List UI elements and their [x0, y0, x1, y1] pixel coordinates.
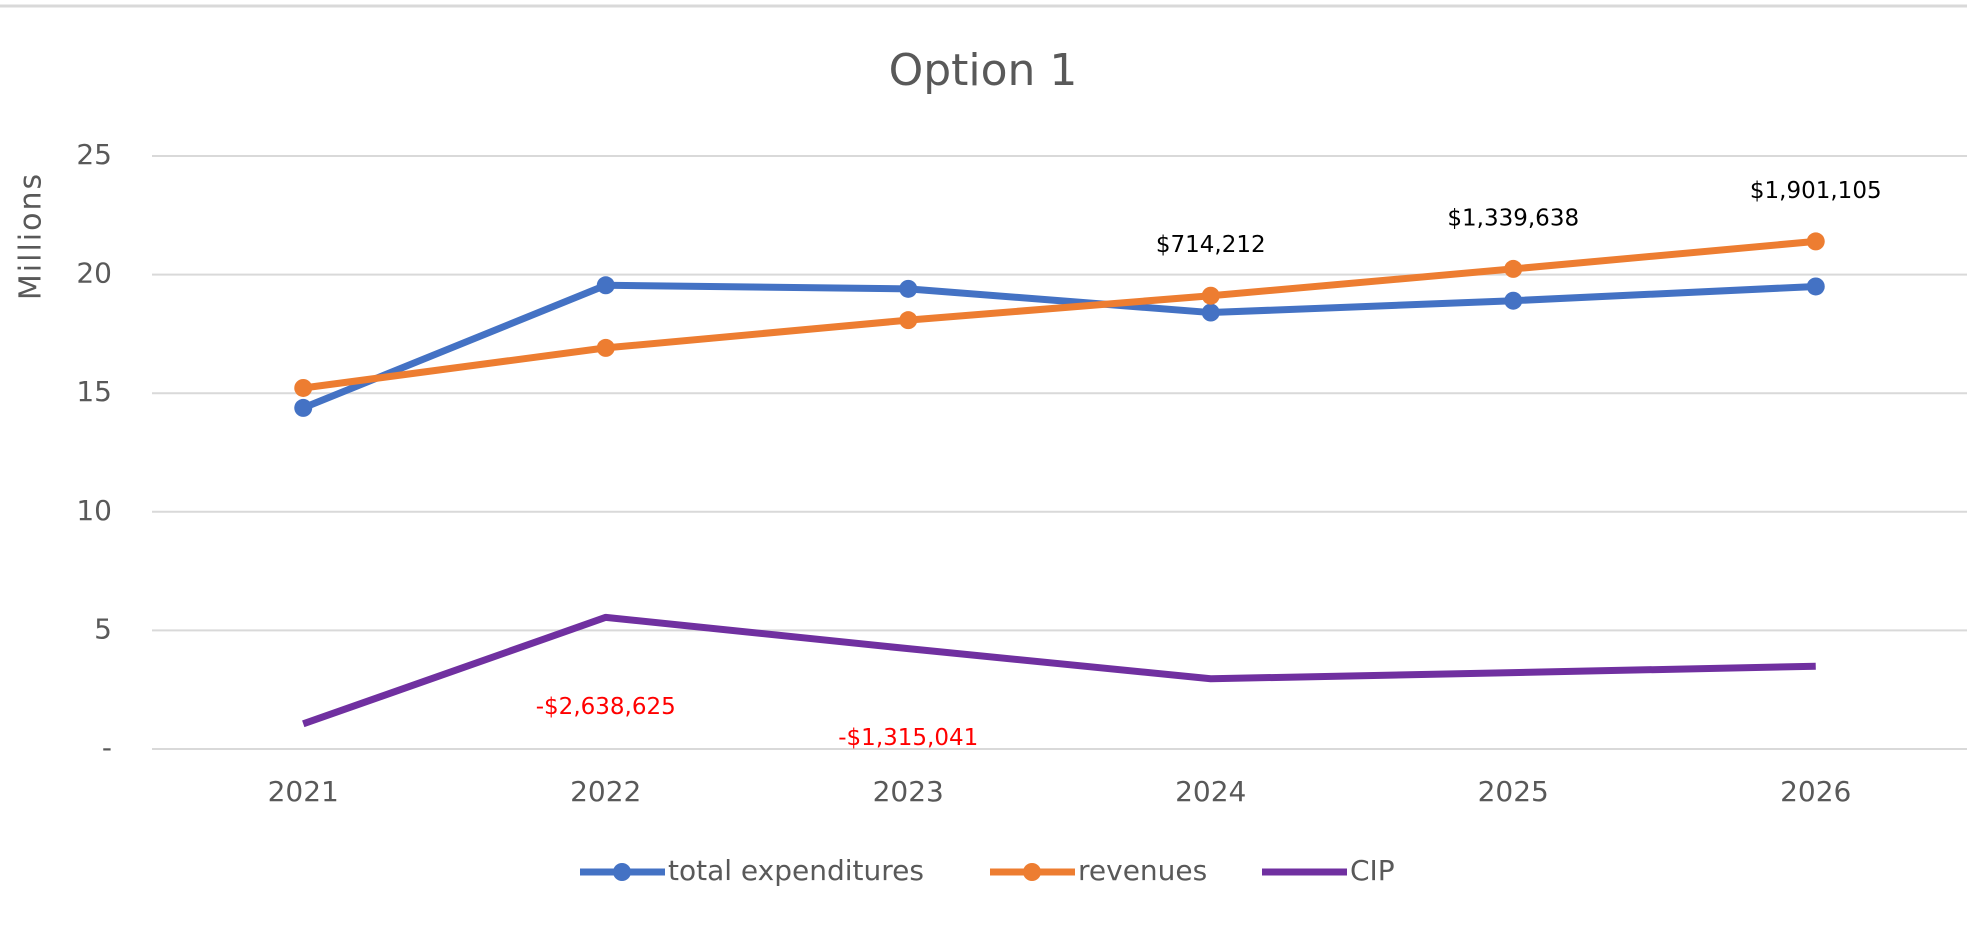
series-line — [301, 281, 1816, 412]
series-marker — [1806, 232, 1825, 251]
series-marker — [1201, 286, 1220, 305]
data-label: $1,339,638 — [1447, 205, 1579, 231]
legend-label: CIP — [1350, 854, 1395, 887]
series-marker — [294, 378, 313, 397]
series-marker — [1201, 303, 1220, 322]
y-tick-label: 25 — [76, 138, 112, 171]
data-label: $1,901,105 — [1750, 178, 1882, 204]
x-tick-label: 2026 — [1780, 775, 1851, 808]
x-tick-label: 2022 — [570, 775, 641, 808]
data-label: -$1,315,041 — [838, 725, 978, 751]
y-axis-title: Millions — [14, 172, 49, 300]
series-line — [302, 613, 1816, 728]
series-marker — [294, 398, 313, 417]
x-tick-label: 2025 — [1478, 775, 1549, 808]
legend-label: revenues — [1078, 854, 1207, 887]
y-tick-label: 20 — [76, 257, 112, 290]
chart-title: Option 1 — [889, 45, 1078, 96]
series-line — [302, 237, 1817, 392]
series-marker — [1504, 291, 1523, 310]
legend-label: total expenditures — [668, 854, 924, 887]
y-tick-label: 15 — [76, 375, 112, 408]
data-label: $714,212 — [1156, 232, 1266, 258]
series-marker — [1504, 259, 1523, 278]
series-marker — [899, 279, 918, 298]
y-tick-label: 10 — [76, 494, 112, 527]
x-tick-label: 2024 — [1175, 775, 1246, 808]
legend-marker — [1023, 863, 1041, 881]
series-marker — [899, 311, 918, 330]
y-tick-label: 5 — [94, 612, 112, 645]
series-marker — [1806, 277, 1825, 296]
series-marker — [596, 338, 615, 357]
x-tick-label: 2023 — [873, 775, 944, 808]
y-tick-label: - — [102, 731, 112, 764]
x-tick-label: 2021 — [268, 775, 339, 808]
data-label: -$2,638,625 — [536, 694, 676, 720]
legend-marker — [613, 863, 631, 881]
series-marker — [596, 276, 615, 295]
